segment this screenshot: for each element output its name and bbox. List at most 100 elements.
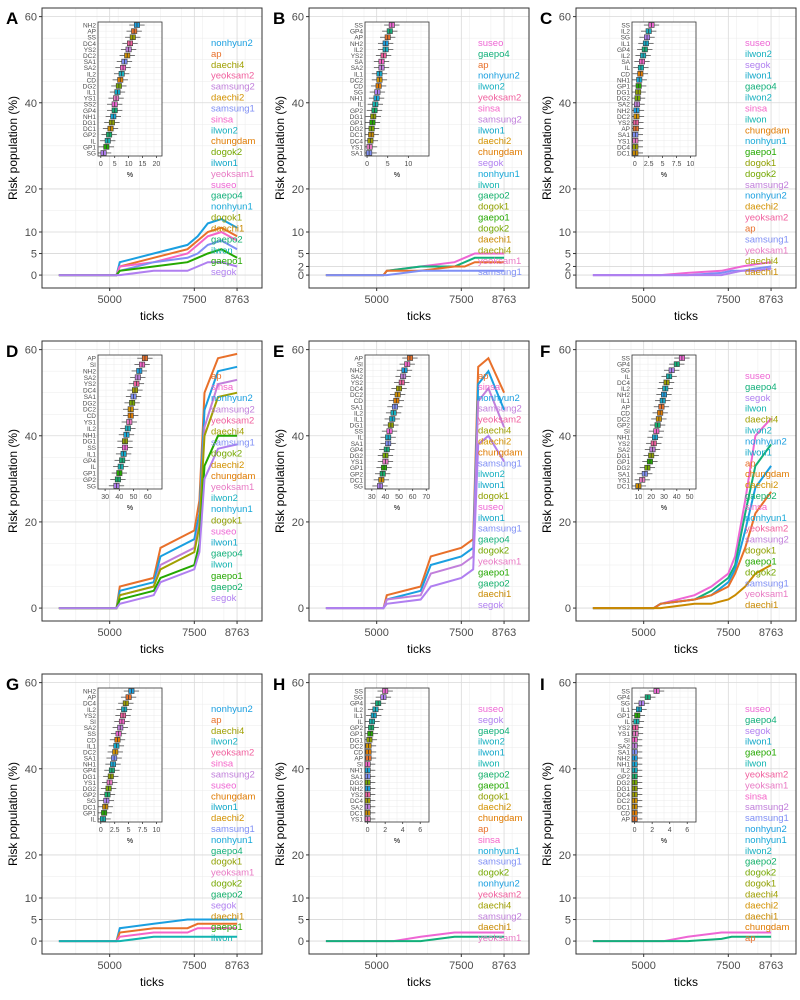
series-line-sinsa xyxy=(58,927,238,943)
y-axis-title: Risk population (%) xyxy=(273,96,287,200)
legend-label-samsung1: samsung1 xyxy=(478,857,522,868)
y-axis-title: Risk population (%) xyxy=(273,762,287,866)
inset-category-label: DG1 xyxy=(350,423,364,430)
inset-x-tick-label: 40 xyxy=(382,494,390,501)
legend-label-suseo: suseo xyxy=(745,704,770,715)
inset-category-label: DC1 xyxy=(83,804,96,811)
legend-label-sinsa: sinsa xyxy=(478,835,501,846)
inset-category-label: CD xyxy=(354,749,364,756)
inset-category-label: GP2 xyxy=(617,774,630,781)
legend-label-ilwon2: ilwon2 xyxy=(211,737,238,748)
legend-label-sinsa: sinsa xyxy=(211,759,234,770)
legend-label-ilwon1: ilwon1 xyxy=(478,125,505,136)
legend-label-segok: segok xyxy=(478,158,504,169)
legend-label-daechi4: daechi4 xyxy=(745,415,778,426)
inset-category-label: IL1 xyxy=(87,90,96,97)
inset-x-tick-label: 30 xyxy=(101,494,109,501)
inset-x-title: % xyxy=(394,172,400,179)
legend-label-samsung1: samsung1 xyxy=(745,813,789,824)
y-tick-label: 0 xyxy=(565,936,571,948)
x-tick-label: 5000 xyxy=(364,627,388,639)
legend-label-ap: ap xyxy=(211,49,222,60)
series-line-ilwon xyxy=(58,935,238,943)
legend-label-yeoksam2: yeoksam2 xyxy=(211,415,254,426)
legend-label-sinsa: sinsa xyxy=(211,382,234,393)
inset-category-label: DG2 xyxy=(617,780,631,787)
legend-label-gaepo2: gaepo2 xyxy=(745,491,777,502)
legend-label-ap: ap xyxy=(745,458,756,469)
inset-x-tick-label: 0 xyxy=(633,827,637,834)
inset-category-label: IL xyxy=(625,65,631,72)
panel-letter: H xyxy=(273,675,285,694)
inset-category-label: SI xyxy=(90,719,96,726)
inset-category-label: GP4 xyxy=(617,47,630,54)
inset-category-label: DG2 xyxy=(83,83,97,90)
inset-category-label: SI xyxy=(357,762,363,769)
legend-label-gaepo2: gaepo2 xyxy=(211,234,243,245)
inset-category-label: CD xyxy=(87,737,97,744)
plot-border xyxy=(575,340,797,622)
y-tick-label: 40 xyxy=(559,764,571,776)
inset-x-tick-label: 30 xyxy=(660,494,668,501)
legend-label-nonhyun1: nonhyun1 xyxy=(478,169,520,180)
legend-label-segok: segok xyxy=(745,393,771,404)
inset-x-tick-label: 5 xyxy=(386,161,390,168)
legend-label-nonhyun1: nonhyun1 xyxy=(211,504,253,515)
inset-category-label: DC1 xyxy=(617,483,630,490)
series-line-ap xyxy=(592,491,772,610)
inset-category-label: YS1 xyxy=(84,780,97,787)
inset-category-label: DG1 xyxy=(350,737,364,744)
inset-category-label: GP1 xyxy=(617,713,630,720)
series-line-segok xyxy=(58,443,238,610)
inset-category-label: DG2 xyxy=(617,96,631,103)
y-axis-title: Risk population (%) xyxy=(6,429,20,533)
y-tick-label: 40 xyxy=(559,431,571,443)
inset-x-title: % xyxy=(661,172,667,179)
legend-label-chungdam: chungdam xyxy=(478,147,522,158)
x-tick-label: 7500 xyxy=(182,960,206,972)
inset-category-label: IL2 xyxy=(621,386,630,393)
inset-border xyxy=(364,354,430,490)
legend-label-suseo: suseo xyxy=(211,780,236,791)
panel-letter: F xyxy=(540,342,550,361)
inset-category-label: IL xyxy=(625,374,631,381)
inset-category-label: GP1 xyxy=(350,465,363,472)
legend-label-ap: ap xyxy=(478,824,489,835)
inset-category-label: SA1 xyxy=(351,404,364,411)
inset-category-label: GP2 xyxy=(350,471,363,478)
inset-category-label: AP xyxy=(87,695,96,702)
legend-label-yeoksam2: yeoksam2 xyxy=(745,769,788,780)
inset-category-label: DC1 xyxy=(617,150,630,157)
inset-category-label: AP xyxy=(621,404,630,411)
inset-category-label: GP2 xyxy=(350,725,363,732)
inset-category-label: SS xyxy=(621,689,630,696)
legend-label-ilwon1: ilwon1 xyxy=(211,158,238,169)
inset-border xyxy=(97,354,163,490)
inset-x-tick-label: 0 xyxy=(366,827,370,834)
y-tick-label: 20 xyxy=(559,850,571,862)
x-tick-label: 7500 xyxy=(182,294,206,306)
y-tick-label: 5 xyxy=(31,915,37,927)
inset-category-label: DC1 xyxy=(350,810,363,817)
inset-category-label: DG1 xyxy=(350,114,364,121)
panel-letter: I xyxy=(540,675,545,694)
legend-label-sinsa: sinsa xyxy=(745,791,768,802)
x-tick-label: 8763 xyxy=(492,960,516,972)
inset-category-label: NH1 xyxy=(83,114,96,121)
legend-label-nonhyun2: nonhyun2 xyxy=(478,71,520,82)
inset-category-label: DG1 xyxy=(83,439,97,446)
inset-x-title: % xyxy=(661,838,667,845)
inset-category-label: NH2 xyxy=(350,368,363,375)
legend-label-daechi2: daechi2 xyxy=(745,900,778,911)
inset-category-label: DC4 xyxy=(350,386,363,393)
legend-label-gaepo1: gaepo1 xyxy=(478,567,510,578)
legend-label-chungdam: chungdam xyxy=(211,791,255,802)
inset-category-label: GP1 xyxy=(350,731,363,738)
inset-x-tick-label: 50 xyxy=(395,494,403,501)
legend-label-dogok2: dogok2 xyxy=(745,169,776,180)
inset-category-label: IL2 xyxy=(621,53,630,60)
legend-label-sinsa: sinsa xyxy=(478,382,501,393)
legend-label-ilwon2: ilwon2 xyxy=(745,846,772,857)
inset-x-title: % xyxy=(127,505,133,512)
y-tick-label: 10 xyxy=(292,893,304,905)
